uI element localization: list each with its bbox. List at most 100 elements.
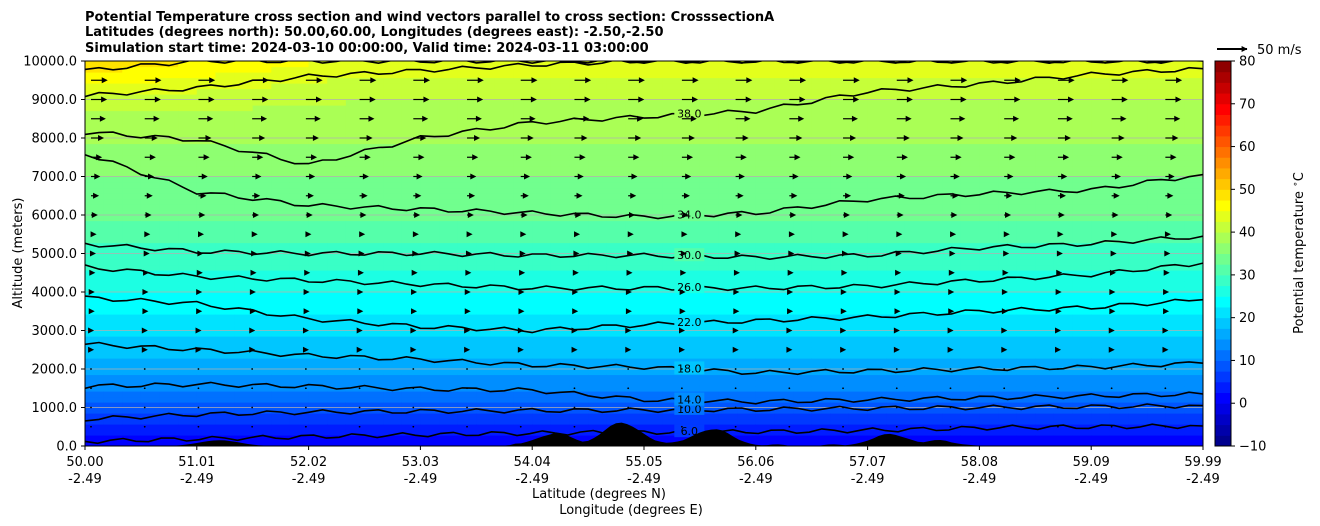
field-cell	[904, 319, 925, 326]
field-cell	[718, 275, 738, 282]
field-cell	[1035, 215, 1055, 222]
field-cell	[942, 138, 962, 145]
wind-vector	[678, 346, 685, 353]
field-cell	[1053, 121, 1074, 128]
field-cell	[942, 88, 962, 95]
wind-vector	[628, 135, 642, 141]
field-cell	[811, 259, 831, 266]
field-cell	[979, 292, 999, 299]
field-cell	[942, 341, 962, 348]
field-cell	[755, 358, 776, 365]
field-cell	[252, 341, 272, 348]
colorbar-tick-label: 70	[1239, 97, 1256, 112]
field-cell	[85, 204, 105, 211]
field-cell	[439, 330, 459, 337]
field-cell	[904, 165, 925, 172]
field-cell	[532, 259, 552, 266]
field-cell	[513, 325, 533, 332]
field-cell	[532, 347, 552, 354]
wind-vector	[734, 406, 737, 409]
field-cell	[457, 165, 477, 172]
field-cell	[1016, 154, 1036, 161]
field-cell	[1016, 396, 1036, 403]
field-cell	[550, 330, 571, 337]
field-cell	[755, 226, 776, 233]
field-cell	[681, 176, 701, 183]
field-cell	[234, 176, 254, 183]
field-cell	[569, 61, 589, 68]
wind-vector	[1057, 231, 1064, 238]
field-cell	[886, 99, 906, 106]
field-cell	[271, 116, 291, 123]
field-cell	[122, 237, 142, 244]
wind-vector	[1003, 425, 1006, 428]
field-cell	[1184, 61, 1203, 68]
field-cell	[122, 66, 142, 73]
field-cell	[252, 121, 272, 128]
field-cell	[383, 440, 403, 446]
field-cell	[420, 160, 440, 167]
field-cell	[1147, 435, 1167, 442]
field-cell	[923, 248, 943, 255]
field-cell	[327, 204, 347, 211]
field-cell	[737, 248, 757, 255]
field-cell	[308, 341, 328, 348]
field-cell	[364, 402, 384, 409]
field-cell	[140, 198, 161, 205]
field-cell	[774, 336, 794, 343]
field-cell	[289, 66, 310, 73]
field-cell	[1053, 341, 1074, 348]
field-cell	[662, 204, 682, 211]
field-cell	[1109, 149, 1130, 156]
field-cell	[606, 308, 626, 315]
field-cell	[1165, 413, 1185, 420]
field-cell	[271, 99, 291, 106]
field-cell	[308, 292, 328, 299]
field-cell	[774, 352, 794, 359]
wind-vector	[574, 115, 590, 122]
wind-vector	[840, 308, 847, 315]
field-cell	[1128, 352, 1148, 359]
wind-vector	[1057, 192, 1066, 199]
field-cell	[1109, 286, 1130, 293]
field-cell	[1165, 160, 1185, 167]
field-cell	[327, 127, 347, 134]
field-cell	[85, 209, 105, 216]
wind-vector	[947, 327, 954, 334]
field-cell	[1053, 336, 1074, 343]
field-cell	[271, 154, 291, 161]
field-cell	[1147, 358, 1167, 365]
field-cell	[159, 341, 179, 348]
field-cell	[1128, 440, 1148, 446]
field-cell	[159, 116, 179, 123]
field-cell	[85, 237, 105, 244]
field-cell	[998, 391, 1018, 398]
field-cell	[904, 308, 925, 315]
field-cell	[830, 253, 850, 260]
field-cell	[867, 429, 887, 436]
field-cell	[401, 105, 421, 112]
field-cell	[1072, 154, 1092, 161]
field-cell	[681, 121, 701, 128]
field-cell	[1184, 72, 1203, 79]
y-tick-label: 1000.0	[32, 401, 78, 416]
field-cell	[644, 187, 664, 194]
field-cell	[960, 121, 980, 128]
field-cell	[625, 374, 645, 381]
field-cell	[215, 198, 235, 205]
wind-vector	[1164, 387, 1167, 390]
field-cell	[271, 149, 291, 156]
field-cell	[513, 297, 533, 304]
field-cell	[1053, 369, 1074, 376]
wind-vector	[357, 308, 364, 315]
field-cell	[588, 303, 608, 310]
field-cell	[550, 66, 571, 73]
field-cell	[625, 358, 645, 365]
wind-vector	[1164, 250, 1171, 257]
field-cell	[234, 325, 254, 332]
field-cell	[513, 407, 533, 414]
field-cell	[140, 314, 161, 321]
field-cell	[550, 363, 571, 370]
field-cell	[1109, 374, 1130, 381]
field-cell	[1016, 402, 1036, 409]
